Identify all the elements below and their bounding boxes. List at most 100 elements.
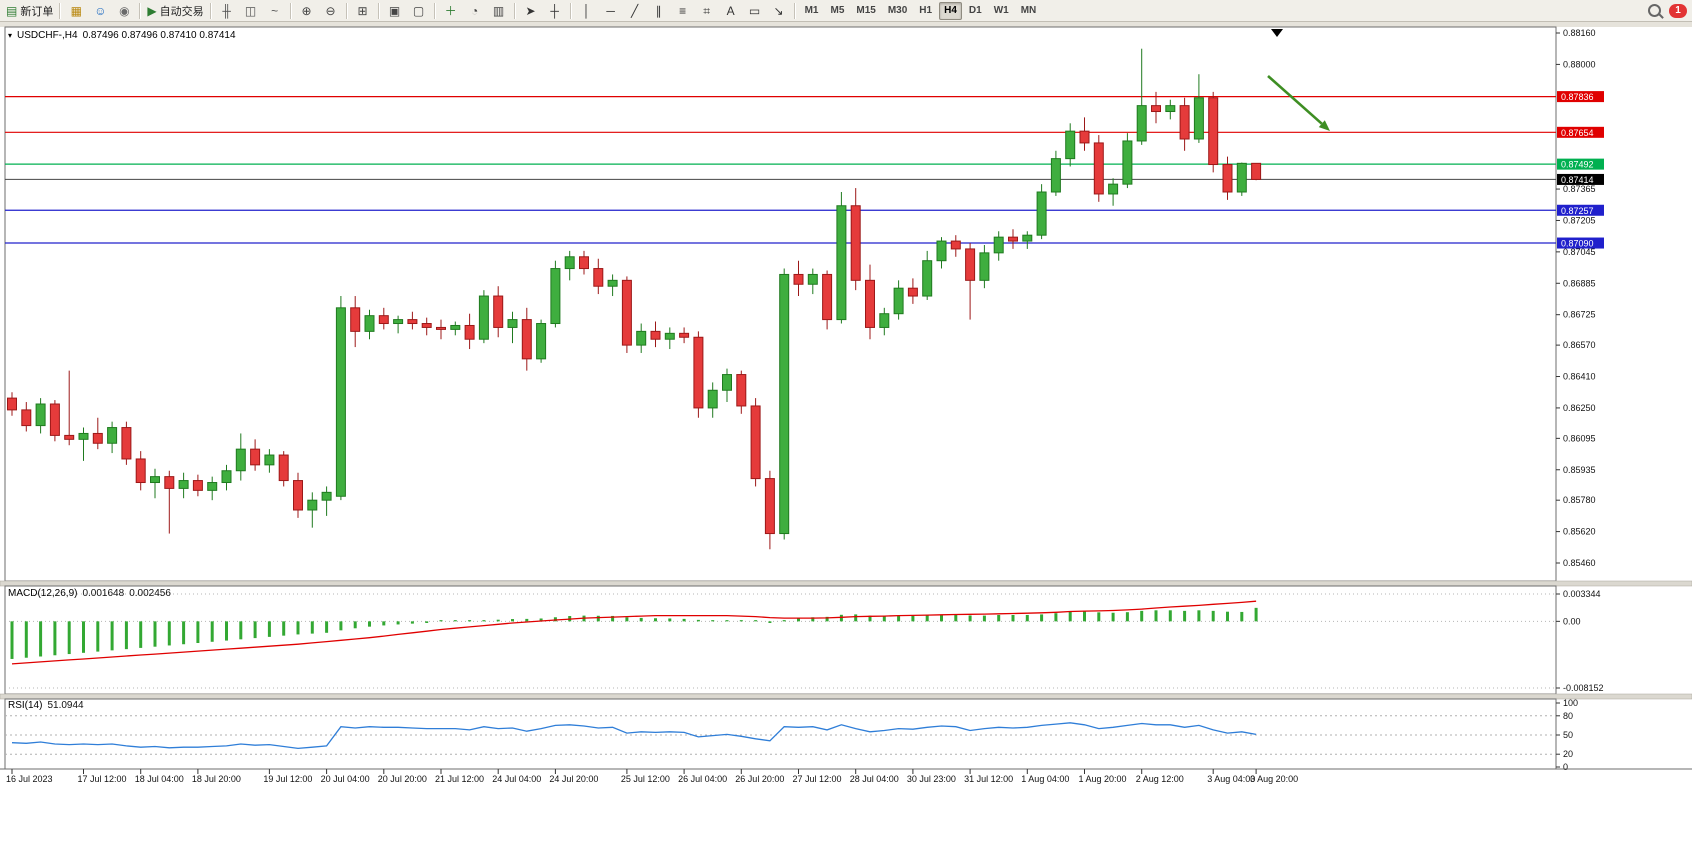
macd-main-value: 0.001648 [82,588,125,599]
candle-body [192,480,203,491]
line-chart-button[interactable]: ~ [263,1,287,21]
market-watch-button[interactable]: ▦ [64,1,88,21]
price-tick-label: 0.87205 [1563,215,1596,225]
price-tag [1557,91,1604,103]
candle-body [278,454,289,482]
horizontal-line-button[interactable]: ─ [599,1,623,21]
play-icon: ▶ [147,3,157,18]
candle-body [107,427,118,444]
zoom-out-button[interactable]: ⊖ [319,1,343,21]
arrows-button[interactable]: ↘ [767,1,791,21]
timeframe-m5[interactable]: M5 [830,5,845,16]
toolbar-groups: ▤ 新订单 ▦ ☺ ◉ ▶ 自动交易 ╫ ◫ ~ ⊕ ⊖ ⊞ ▣ ▢ ＋ ◔ ▥ ➤ ┼ │ ─ ╱ ∥ ≡ ⌗ A ▭ ↘ [3,1,791,21]
price-tick-label: 0.85780 [1563,495,1596,505]
candle-body [893,287,904,315]
candle-body [364,315,375,332]
price-tick-label: 0.86410 [1563,372,1596,382]
annotations[interactable] [1267,29,1330,131]
cascade-windows-button[interactable]: ▣ [383,1,407,21]
candle-body [92,432,103,444]
candle-body [321,491,332,501]
candle-body [550,268,561,325]
timeframe-m30[interactable]: M30 [887,5,908,16]
text-button[interactable]: A [719,1,743,21]
new-order-button[interactable]: ▤ 新订单 [3,1,56,21]
navigator-button[interactable]: ☺ [88,1,112,21]
rsi-name: RSI(14) [8,700,43,711]
zoom-in-button[interactable]: ⊕ [295,1,319,21]
text-label-button[interactable]: ▭ [743,1,767,21]
price-tag-label: 0.87492 [1561,160,1594,170]
bar-chart-button[interactable]: ╫ [215,1,239,21]
rsi-indicator-label: RSI(14) 51.0944 [8,700,84,711]
price-tag [1557,126,1604,138]
timeframe-d1[interactable]: D1 [968,5,982,16]
rsi-axis-label: 80 [1563,711,1573,721]
period-button[interactable]: ◔ [463,1,487,21]
chart-title: ▾ USDCHF-,H4 0.87496 0.87496 0.87410 0.8… [8,30,236,41]
crosshair-icon: ┼ [550,3,559,18]
candle-body [579,256,589,270]
panel-frames [0,22,1692,770]
price-axis[interactable]: 0.88160 0.88000 0.87365 0.87205 0.87045 0.868… [1556,28,1596,568]
candle-body [1236,162,1247,193]
timeframe-h4[interactable]: H4 [939,1,962,20]
price-tag-label: 0.87090 [1561,239,1594,249]
terminal-button[interactable]: ◉ [112,1,136,21]
price-tag-label: 0.87257 [1561,206,1594,216]
trendline-button[interactable]: ╱ [623,1,647,21]
rsi-axis-label: 20 [1563,749,1573,759]
zoom-out-icon: ⊖ [325,3,336,18]
new-chart-button[interactable]: ＋ [439,1,463,21]
grid-button[interactable]: ⌗ [695,1,719,21]
candle-body [965,248,976,281]
time-label: 31 Jul 12:00 [964,774,1013,784]
candle-body [307,499,318,511]
cursor-button[interactable]: ➤ [519,1,543,21]
candle-body [335,307,346,497]
time-label: 19 Jul 12:00 [263,774,312,784]
arrange-icon: ▢ [412,3,425,18]
candle-body [1065,130,1076,160]
arrange-windows-button[interactable]: ▢ [407,1,431,21]
cube-icon: ▦ [70,3,83,18]
time-label: 30 Jul 23:00 [907,774,956,784]
toolbar-separator [793,2,796,19]
template-button[interactable]: ▥ [487,1,511,21]
toolbar-separator [569,2,572,19]
price-tag [1557,237,1604,249]
equidistant-channel-button[interactable]: ∥ [647,1,671,21]
search-icon[interactable] [1648,4,1664,19]
timeframe-h1[interactable]: H1 [919,5,933,16]
cursor-icon: ➤ [525,3,536,18]
tile-windows-button[interactable]: ⊞ [351,1,375,21]
notification-badge[interactable]: 1 [1669,3,1687,18]
timeframe-m1[interactable]: M1 [804,5,819,16]
time-axis[interactable]: 16 Jul 2023 17 Jul 12:00 18 Jul 04:00 18 Ju… [6,769,1298,784]
cascade-icon: ▣ [388,3,401,18]
clock-icon: ◔ [470,3,479,18]
timeframe-m15[interactable]: M15 [856,5,876,16]
new-order-icon: ▤ [6,3,18,18]
timeframe-mn[interactable]: MN [1020,5,1037,16]
price-tick-label: 0.87045 [1563,247,1596,257]
chart-menu-icon[interactable]: ▾ [8,31,13,40]
candle-body [150,476,160,484]
candle-body [478,295,489,340]
timeframe-w1[interactable]: W1 [993,5,1009,16]
tile-icon: ⊞ [357,3,368,18]
candle-body [836,205,847,321]
bars-icon: ╫ [222,3,231,18]
candle-body [750,405,761,480]
candle-chart-button[interactable]: ◫ [239,1,263,21]
fibonacci-button[interactable]: ≡ [671,1,695,21]
candle-body [49,403,60,436]
auto-trading-button[interactable]: ▶ 自动交易 [144,1,206,21]
level-lines[interactable]: 0.87836 0.87654 0.87492 0.87257 0.87090 0.874… [5,91,1604,249]
crosshair-button[interactable]: ┼ [543,1,567,21]
vertical-line-button[interactable]: │ [575,1,599,21]
price-tag-label: 0.87836 [1561,92,1594,102]
fibo-icon: ≡ [679,3,687,18]
time-label: 25 Jul 12:00 [621,774,670,784]
